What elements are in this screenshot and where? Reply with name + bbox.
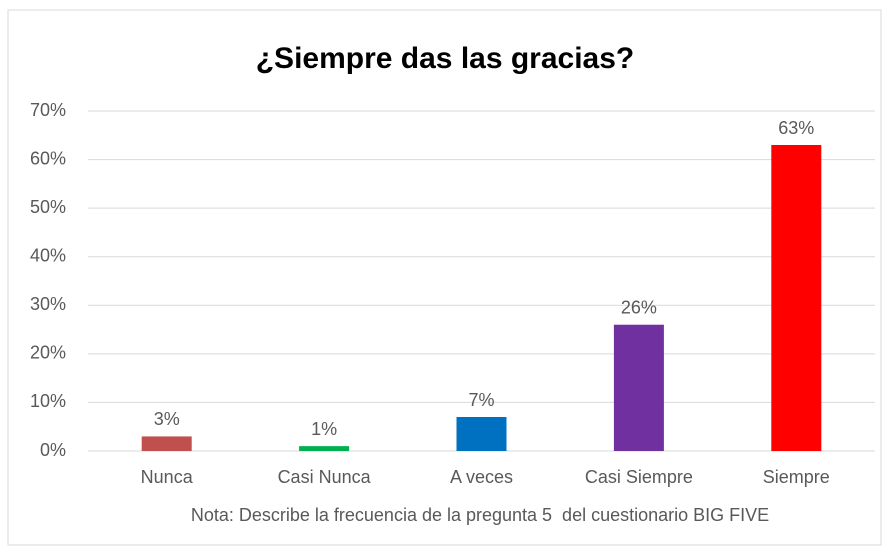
y-tick-label: 40% [30, 245, 66, 265]
x-tick-label: Siempre [763, 467, 830, 487]
note: Nota: Describe la frecuencia de la pregu… [191, 505, 769, 525]
chart-border [7, 9, 882, 546]
bar [456, 417, 507, 451]
y-tick-label: 60% [30, 148, 66, 168]
value-label: 1% [311, 419, 337, 439]
y-tick-label: 30% [30, 294, 66, 314]
bar [771, 145, 822, 451]
y-tick-label: 70% [30, 100, 66, 120]
x-tick-label: Casi Nunca [278, 467, 372, 487]
bar [299, 446, 350, 451]
chart-title: ¿Siempre das las gracias? [256, 42, 635, 75]
value-label: 3% [154, 409, 180, 429]
bar [141, 436, 192, 451]
x-tick-label: Nunca [141, 467, 194, 487]
value-label: 63% [778, 118, 814, 138]
x-tick-label: Casi Siempre [585, 467, 693, 487]
y-tick-label: 20% [30, 343, 66, 363]
y-tick-label: 10% [30, 391, 66, 411]
y-tick-label: 0% [40, 440, 66, 460]
y-tick-label: 50% [30, 197, 66, 217]
value-label: 26% [621, 297, 657, 317]
value-label: 7% [468, 390, 494, 410]
bar [613, 324, 664, 451]
x-tick-label: A veces [450, 467, 513, 487]
